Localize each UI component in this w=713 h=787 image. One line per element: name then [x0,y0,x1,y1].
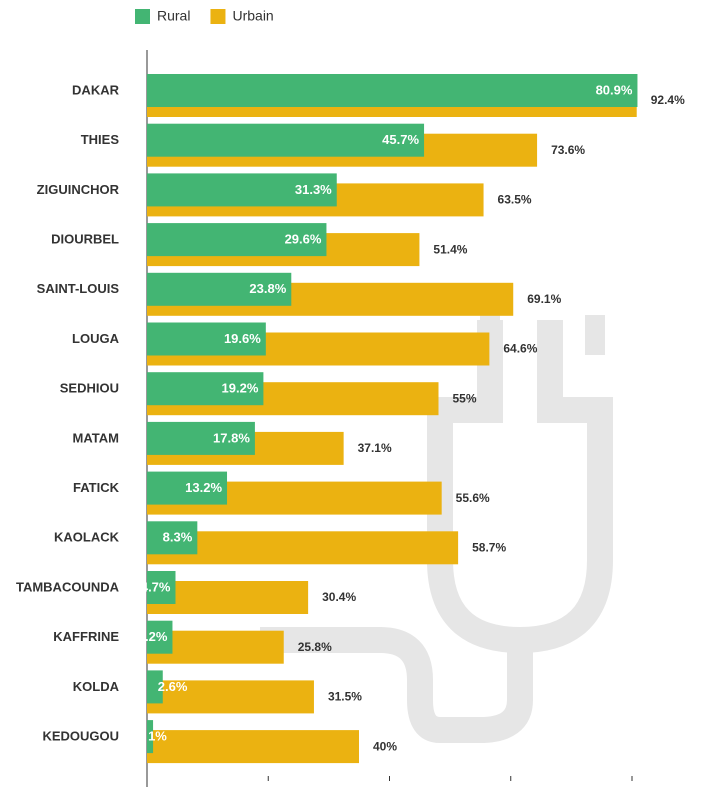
rural-value-label: 1% [148,729,167,744]
urban-value-label: 51.4% [433,242,467,256]
urban-bar [147,680,314,714]
rural-value-label: 45.7% [382,132,419,147]
rural-bar [147,670,163,704]
rural-value-label: 8.3% [163,530,193,545]
rural-value-label: 17.8% [213,430,250,445]
rural-value-label: 4.2% [138,629,168,644]
rural-bar [147,322,266,356]
legend-label: Rural [157,8,190,24]
rural-bar [147,720,154,754]
rural-bar [147,620,173,654]
rural-bar [147,372,264,406]
rural-value-label: 31.3% [295,182,332,197]
urban-value-label: 69.1% [527,292,561,306]
category-label: ZIGUINCHOR [37,182,120,197]
category-label: SEDHIOU [60,381,119,396]
legend-label: Urbain [232,8,273,24]
category-label: KAOLACK [54,530,120,545]
urban-value-label: 55.6% [456,491,490,505]
category-label: SAINT-LOUIS [37,281,120,296]
category-label: DIOURBEL [51,232,119,247]
rural-value-label: 29.6% [285,232,322,247]
urban-value-label: 63.5% [498,193,532,207]
rural-bar [147,521,198,555]
rural-bar [147,173,337,207]
category-label: LOUGA [72,331,120,346]
rural-value-label: 19.2% [222,381,259,396]
urban-value-label: 64.6% [503,342,537,356]
urban-value-label: 31.5% [328,690,362,704]
plug-pin [585,315,605,355]
rural-bar [147,471,228,505]
rural-bar [147,223,327,257]
legend-swatch [210,9,226,24]
category-label: KEDOUGOU [42,729,119,744]
plug-icon [260,320,613,743]
rural-bar [147,421,255,455]
category-label: KOLDA [73,679,120,694]
urban-value-label: 25.8% [298,640,332,654]
category-label: KAFFRINE [53,629,119,644]
urban-value-label: 30.4% [322,590,356,604]
rural-value-label: 19.6% [224,331,261,346]
urban-value-label: 37.1% [358,441,392,455]
category-label: THIES [81,132,120,147]
category-label: DAKAR [72,82,120,97]
category-label: MATAM [73,430,119,445]
urban-bar [147,531,459,565]
urban-value-label: 55% [453,391,477,405]
category-label: FATICK [73,480,120,495]
rural-value-label: 13.2% [185,480,222,495]
rural-bar [147,74,638,107]
urban-value-label: 40% [373,739,397,753]
urban-value-label: 58.7% [472,540,506,554]
urban-bar [147,730,359,764]
rural-value-label: 80.9% [596,82,633,97]
rural-bar [147,571,176,604]
urban-value-label: 92.4% [651,93,685,107]
rural-bar [147,272,292,306]
legend-swatch [135,9,150,24]
rural-bar [147,123,425,157]
rural-value-label: 4.7% [141,579,171,594]
category-label: TAMBACOUNDA [16,579,120,594]
urban-value-label: 73.6% [551,143,585,157]
rural-value-label: 2.6% [158,679,188,694]
rural-value-label: 23.8% [249,281,286,296]
